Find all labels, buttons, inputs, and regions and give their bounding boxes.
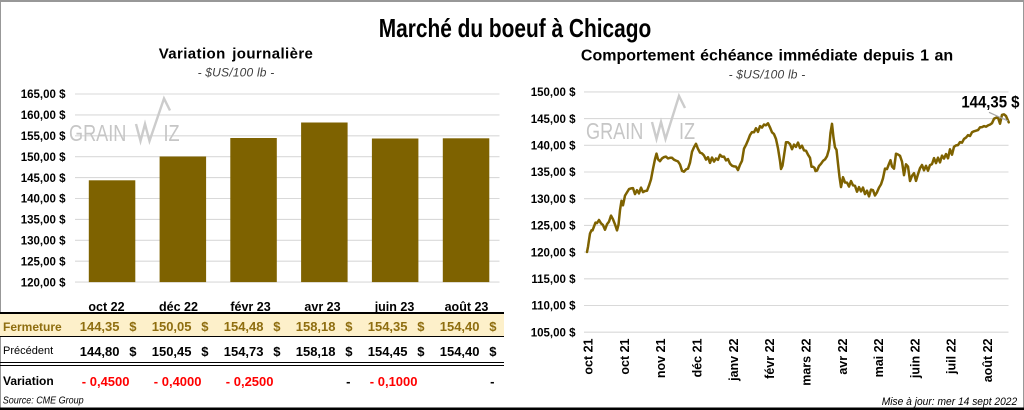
svg-text:nov 21: nov 21: [654, 338, 668, 378]
svg-text:165,00 $: 165,00 $: [21, 89, 66, 101]
svg-text:iz: iz: [679, 110, 695, 147]
svg-text:130,00 $: 130,00 $: [21, 236, 66, 248]
svg-text:oct 21: oct 21: [582, 338, 596, 374]
svg-text:120,00 $: 120,00 $: [531, 247, 576, 259]
svg-text:Source: CME Group: Source: CME Group: [3, 395, 84, 407]
svg-text:115,00 $: 115,00 $: [531, 274, 576, 286]
svg-text:160,00 $: 160,00 $: [21, 110, 66, 122]
svg-text:janv 22: janv 22: [727, 338, 741, 381]
svg-text:Variation journalière: Variation journalière: [159, 46, 314, 63]
svg-text:août 22: août 22: [981, 338, 995, 382]
svg-text:avr 22: avr 22: [836, 338, 850, 374]
svg-text:130,00 $: 130,00 $: [531, 194, 576, 206]
svg-text:juil 22: juil 22: [945, 338, 959, 374]
svg-text:- $US/100 lb -: - $US/100 lb -: [729, 67, 806, 81]
svg-text:150,00 $: 150,00 $: [531, 87, 576, 99]
svg-text:145,00 $: 145,00 $: [21, 173, 66, 185]
svg-text:oct 21: oct 21: [618, 338, 632, 374]
svg-text:mai 22: mai 22: [872, 338, 886, 377]
svg-text:grain: grain: [586, 110, 643, 147]
svg-text:145,00 $: 145,00 $: [531, 114, 576, 126]
svg-text:- $US/100 lb -: - $US/100 lb -: [198, 66, 275, 80]
svg-text:105,00 $: 105,00 $: [531, 327, 576, 339]
svg-text:120,00 $: 120,00 $: [21, 277, 66, 289]
svg-text:140,00 $: 140,00 $: [531, 141, 576, 153]
svg-text:Comportement échéance immédiat: Comportement échéance immédiate depuis 1…: [581, 48, 953, 65]
svg-text:févr 22: févr 22: [763, 338, 777, 378]
svg-text:Mise à jour: mer 14 sept 2022: Mise à jour: mer 14 sept 2022: [882, 396, 1018, 408]
svg-text:mars 22: mars 22: [800, 338, 814, 385]
svg-text:juin 22: juin 22: [909, 338, 923, 379]
svg-text:144,35 $: 144,35 $: [961, 94, 1019, 112]
svg-text:110,00 $: 110,00 $: [531, 301, 576, 313]
svg-text:155,00 $: 155,00 $: [21, 131, 66, 143]
svg-text:grain: grain: [69, 112, 126, 149]
svg-text:140,00 $: 140,00 $: [21, 194, 66, 206]
svg-text:iz: iz: [164, 112, 180, 149]
svg-text:150,00 $: 150,00 $: [21, 152, 66, 164]
svg-text:135,00 $: 135,00 $: [531, 167, 576, 179]
svg-text:125,00 $: 125,00 $: [531, 221, 576, 233]
svg-text:déc 21: déc 21: [691, 338, 705, 377]
svg-text:135,00 $: 135,00 $: [21, 215, 66, 227]
svg-text:125,00 $: 125,00 $: [21, 256, 66, 268]
svg-text:Marché du boeuf à Chicago: Marché du boeuf à Chicago: [379, 14, 651, 43]
